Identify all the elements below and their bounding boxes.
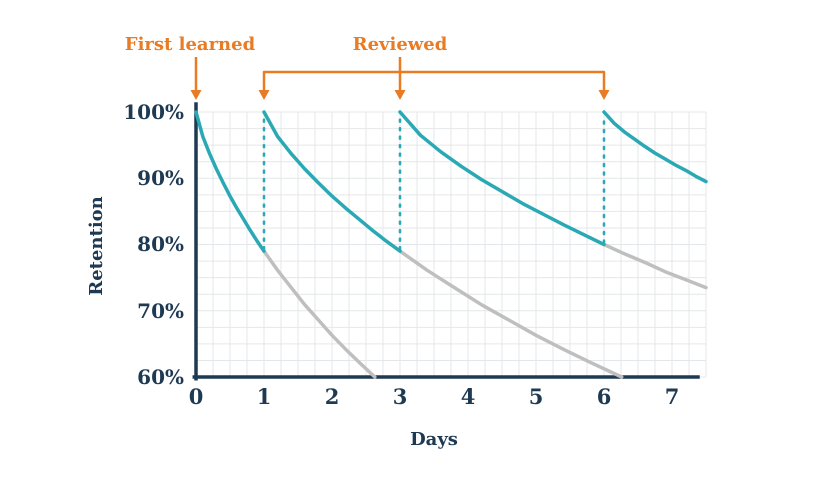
axes xyxy=(192,102,700,381)
x-tick-label-2: 2 xyxy=(325,384,340,409)
reviewed-bracket-line xyxy=(262,70,606,91)
grid xyxy=(195,111,707,378)
y-tick-label-90: 90% xyxy=(137,166,184,190)
retention-without-review-segment xyxy=(398,249,624,379)
x-tick-labels: 0 1 2 3 4 5 6 7 xyxy=(189,384,680,409)
retention-with-review-segment xyxy=(398,110,606,247)
y-tick-label-100: 100% xyxy=(123,100,184,124)
arrowhead-down-icon xyxy=(394,90,406,100)
y-tick-label-70: 70% xyxy=(137,299,184,323)
y-tick-label-80: 80% xyxy=(137,232,184,256)
reviewed-label: Reviewed xyxy=(353,34,448,55)
retention-with-review-segment xyxy=(194,110,266,253)
x-tick-label-6: 6 xyxy=(597,384,612,409)
y-tick-labels: 100% 90% 80% 70% 60% xyxy=(123,100,184,389)
arrowhead-down-icon xyxy=(258,90,270,100)
y-tick-label-60: 60% xyxy=(137,365,184,389)
arrowhead-down-icon xyxy=(190,90,202,100)
x-tick-label-4: 4 xyxy=(461,384,476,409)
annotation-arrows xyxy=(190,57,610,100)
forgetting-curves-without-review xyxy=(262,242,708,379)
first-learned-label: First learned xyxy=(125,34,256,55)
review-jump-dashed-lines xyxy=(262,113,606,251)
retention-without-review-segment xyxy=(602,242,708,290)
y-axis-title: Retention xyxy=(86,196,107,296)
x-tick-label-7: 7 xyxy=(665,384,680,409)
retention-with-review-segment xyxy=(262,110,402,253)
x-tick-label-3: 3 xyxy=(393,384,408,409)
retention-with-review-segment xyxy=(602,110,708,184)
retention-curves-with-review xyxy=(194,110,708,253)
retention-without-review-segment xyxy=(262,249,377,379)
arrowhead-down-icon xyxy=(598,90,610,100)
x-tick-label-1: 1 xyxy=(257,384,272,409)
x-tick-label-5: 5 xyxy=(529,384,544,409)
x-tick-label-0: 0 xyxy=(189,384,204,409)
x-axis-title: Days xyxy=(410,429,458,450)
